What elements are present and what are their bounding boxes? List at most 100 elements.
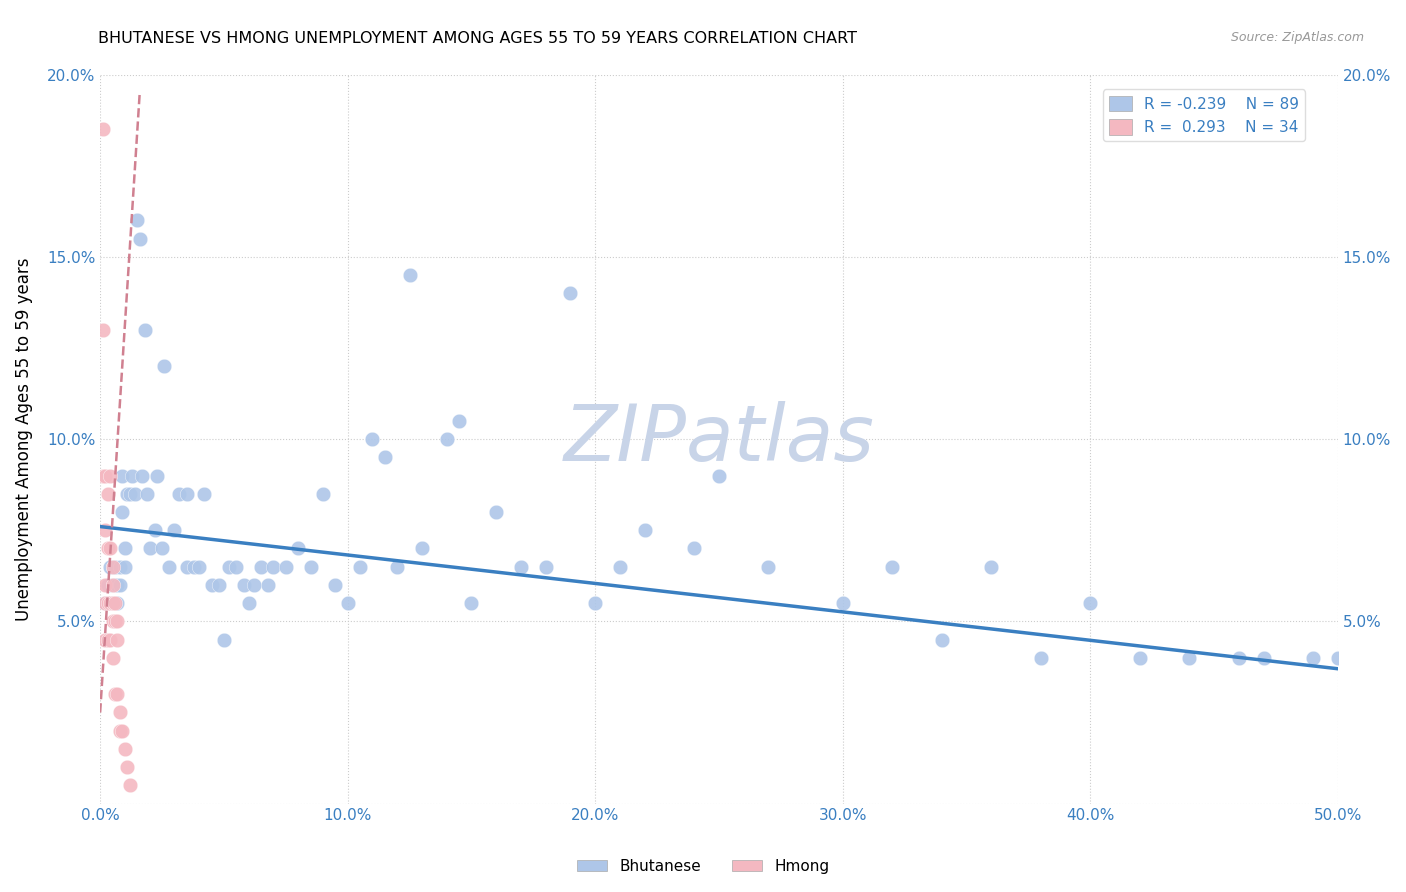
Point — [98, 468, 121, 483]
Point — [111, 505, 134, 519]
Point — [212, 632, 235, 647]
Point — [101, 559, 124, 574]
Point — [96, 596, 118, 610]
Point — [98, 596, 121, 610]
Point — [707, 468, 730, 483]
Point — [108, 723, 131, 738]
Point — [336, 596, 359, 610]
Point — [257, 578, 280, 592]
Point — [131, 468, 153, 483]
Point — [127, 213, 149, 227]
Point — [262, 559, 284, 574]
Point — [111, 468, 134, 483]
Point — [107, 615, 129, 629]
Point — [104, 615, 127, 629]
Point — [447, 414, 470, 428]
Point — [108, 578, 131, 592]
Point — [460, 596, 482, 610]
Point — [138, 541, 160, 556]
Point — [114, 742, 136, 756]
Point — [101, 596, 124, 610]
Point — [1029, 650, 1052, 665]
Text: Source: ZipAtlas.com: Source: ZipAtlas.com — [1230, 31, 1364, 45]
Point — [114, 559, 136, 574]
Point — [183, 559, 205, 574]
Point — [1129, 650, 1152, 665]
Point — [107, 578, 129, 592]
Point — [128, 231, 150, 245]
Point — [111, 723, 134, 738]
Text: BHUTANESE VS HMONG UNEMPLOYMENT AMONG AGES 55 TO 59 YEARS CORRELATION CHART: BHUTANESE VS HMONG UNEMPLOYMENT AMONG AG… — [98, 31, 858, 46]
Point — [108, 559, 131, 574]
Point — [91, 122, 114, 136]
Point — [225, 559, 247, 574]
Point — [323, 578, 346, 592]
Point — [374, 450, 396, 465]
Point — [169, 487, 191, 501]
Point — [163, 523, 186, 537]
Point — [104, 596, 127, 610]
Point — [143, 523, 166, 537]
Point — [634, 523, 657, 537]
Point — [94, 468, 117, 483]
Point — [683, 541, 706, 556]
Point — [980, 559, 1002, 574]
Point — [208, 578, 231, 592]
Point — [159, 559, 181, 574]
Point — [96, 632, 118, 647]
Point — [91, 323, 114, 337]
Point — [176, 559, 198, 574]
Point — [1078, 596, 1101, 610]
Point — [242, 578, 264, 592]
Point — [299, 559, 322, 574]
Point — [361, 432, 384, 446]
Point — [101, 650, 124, 665]
Point — [134, 323, 156, 337]
Point — [118, 778, 141, 792]
Point — [104, 596, 127, 610]
Point — [349, 559, 371, 574]
Point — [108, 706, 131, 720]
Point — [193, 487, 215, 501]
Point — [509, 559, 531, 574]
Point — [287, 541, 309, 556]
Point — [1178, 650, 1201, 665]
Point — [188, 559, 211, 574]
Point — [101, 596, 124, 610]
Text: ZIPatlas: ZIPatlas — [564, 401, 875, 477]
Point — [96, 487, 118, 501]
Point — [1326, 650, 1348, 665]
Point — [411, 541, 433, 556]
Point — [398, 268, 420, 282]
Point — [250, 559, 273, 574]
Point — [101, 596, 124, 610]
Point — [101, 578, 124, 592]
Point — [218, 559, 240, 574]
Point — [98, 632, 121, 647]
Point — [94, 578, 117, 592]
Point — [96, 578, 118, 592]
Point — [101, 578, 124, 592]
Point — [98, 596, 121, 610]
Point — [312, 487, 335, 501]
Point — [107, 596, 129, 610]
Point — [146, 468, 169, 483]
Legend: Bhutanese, Hmong: Bhutanese, Hmong — [571, 853, 835, 880]
Point — [94, 523, 117, 537]
Point — [98, 559, 121, 574]
Point — [118, 487, 141, 501]
Point — [136, 487, 159, 501]
Point — [117, 487, 139, 501]
Point — [101, 559, 124, 574]
Point — [94, 596, 117, 610]
Point — [931, 632, 953, 647]
Point — [98, 541, 121, 556]
Point — [274, 559, 297, 574]
Point — [124, 487, 146, 501]
Point — [153, 359, 176, 373]
Point — [232, 578, 254, 592]
Point — [436, 432, 458, 446]
Point — [560, 286, 582, 301]
Point — [94, 632, 117, 647]
Point — [150, 541, 173, 556]
